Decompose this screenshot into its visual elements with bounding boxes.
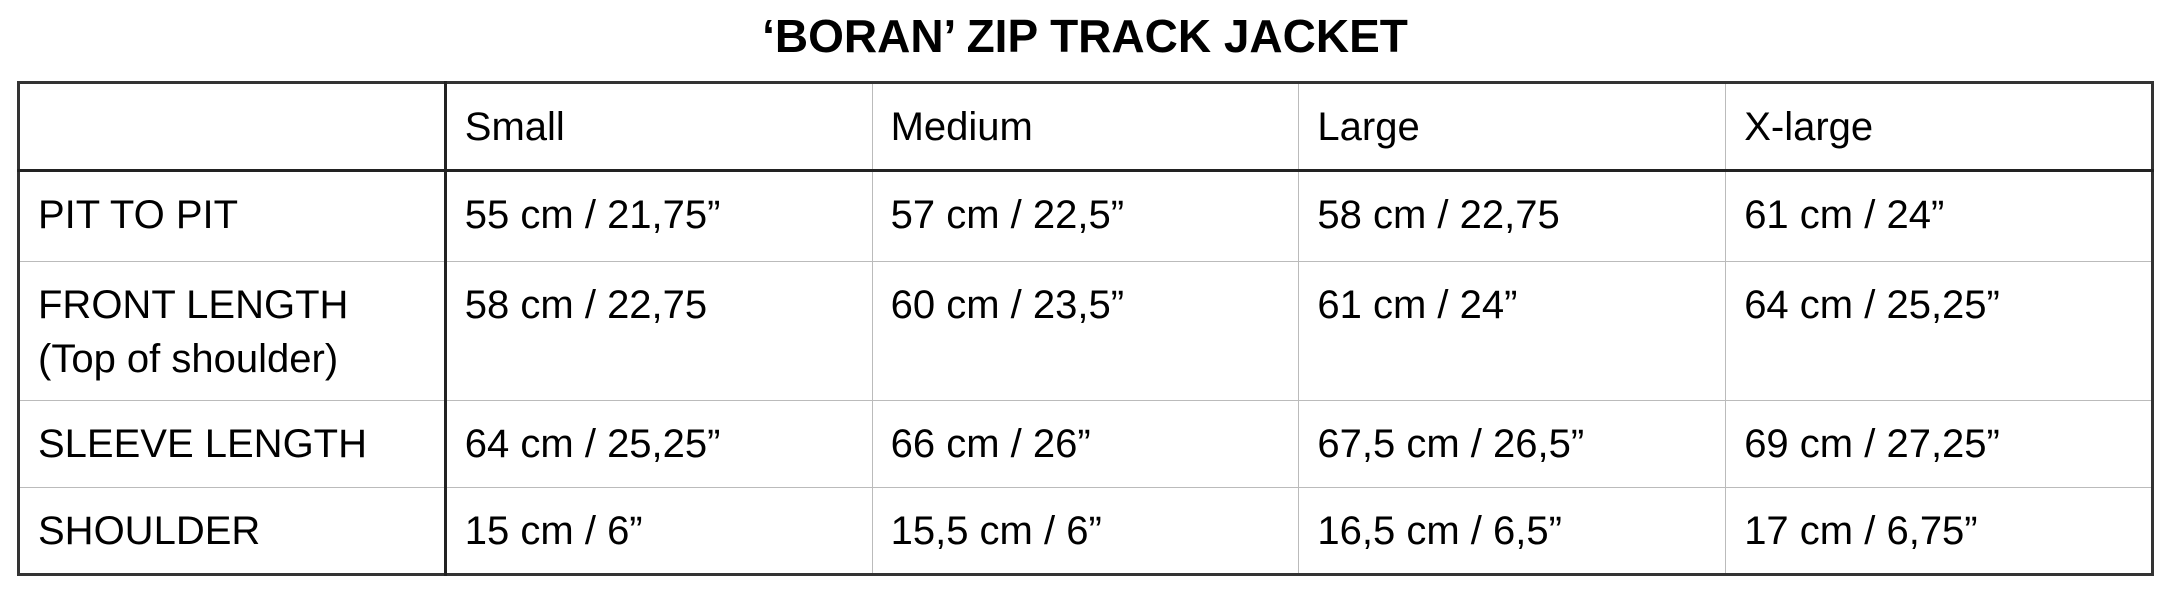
table-cell: 15,5 cm / 6” (871, 487, 1300, 575)
row-label: SLEEVE LENGTH (18, 400, 447, 488)
table-row: PIT TO PIT 55 cm / 21,75” 57 cm / 22,5” 58 … (18, 170, 2153, 262)
table-cell: 66 cm / 26” (871, 400, 1300, 488)
row-label-line: SLEEVE LENGTH (38, 422, 368, 466)
column-header: Medium (871, 82, 1300, 172)
size-table: Small Medium Large X-large PIT TO PIT 55 cm /… (17, 81, 2154, 576)
table-cell: 58 cm / 22,75 (444, 261, 873, 401)
table-row: SLEEVE LENGTH 64 cm / 25,25” 66 cm / 26” 67… (18, 400, 2153, 488)
table-row: SHOULDER 15 cm / 6” 15,5 cm / 6” 16,5 cm / … (18, 487, 2153, 575)
corner-cell (18, 82, 447, 172)
table-cell: 61 cm / 24” (1725, 170, 2153, 262)
column-header: X-large (1725, 82, 2153, 172)
table-row: FRONT LENGTH (Top of shoulder) 58 cm / 22,… (18, 261, 2153, 401)
table-cell: 61 cm / 24” (1298, 261, 1727, 401)
row-label: PIT TO PIT (18, 170, 447, 262)
title: ‘BORAN’ ZIP TRACK JACKET (762, 10, 1408, 62)
row-label-line: SHOULDER (38, 509, 261, 553)
row-label-line: PIT TO PIT (38, 193, 239, 237)
table-cell: 64 cm / 25,25” (444, 400, 873, 488)
row-label-line: (Top of shoulder) (38, 337, 339, 381)
table-cell: 15 cm / 6” (444, 487, 873, 575)
table-cell: 64 cm / 25,25” (1725, 261, 2153, 401)
column-header: Large (1298, 82, 1727, 172)
row-label: SHOULDER (18, 487, 447, 575)
table-cell: 69 cm / 27,25” (1725, 400, 2153, 488)
column-header: Small (444, 82, 873, 172)
table-cell: 17 cm / 6,75” (1725, 487, 2153, 575)
table-cell: 67,5 cm / 26,5” (1298, 400, 1727, 488)
table-cell: 57 cm / 22,5” (871, 170, 1300, 262)
table-cell: 16,5 cm / 6,5” (1298, 487, 1727, 575)
table-cell: 60 cm / 23,5” (871, 261, 1300, 401)
header-row: Small Medium Large X-large (18, 82, 2153, 172)
table-cell: 58 cm / 22,75 (1298, 170, 1727, 262)
table-cell: 55 cm / 21,75” (444, 170, 873, 262)
row-label: FRONT LENGTH (Top of shoulder) (18, 261, 447, 401)
row-label-line: FRONT LENGTH (38, 283, 349, 327)
